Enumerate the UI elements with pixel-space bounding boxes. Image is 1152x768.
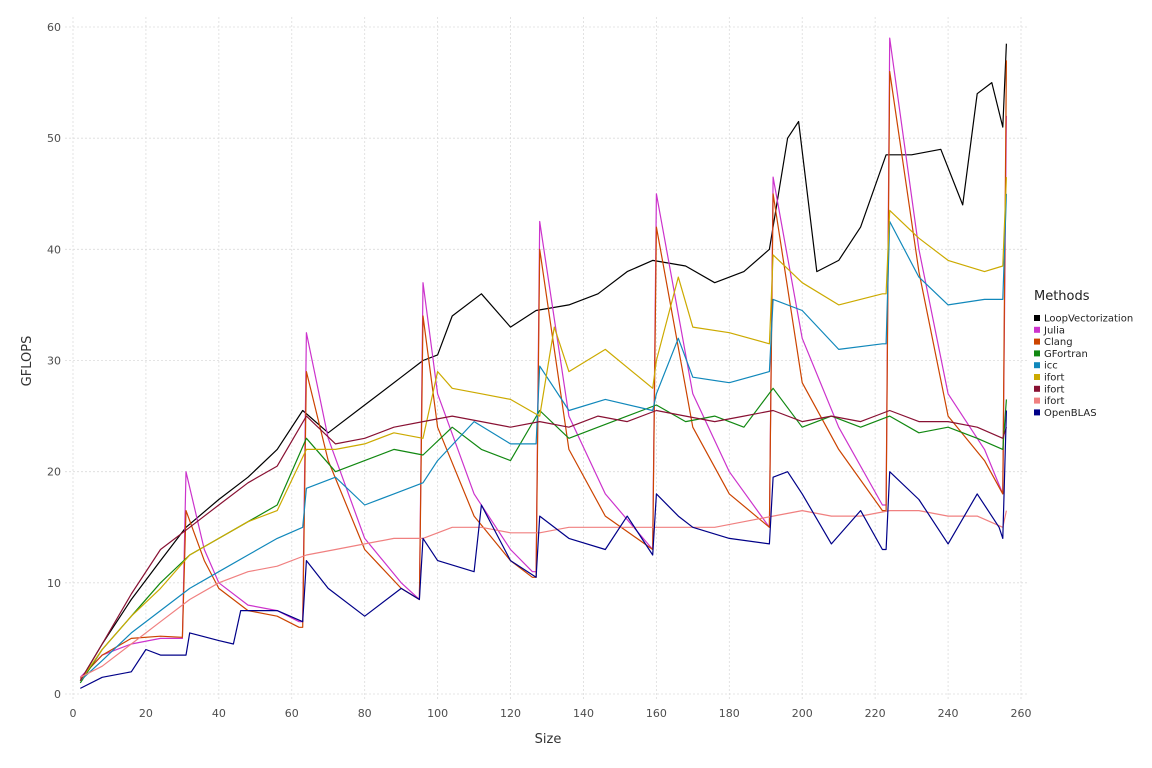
x-tick-label: 120 bbox=[500, 707, 521, 720]
y-tick-label: 60 bbox=[47, 21, 61, 34]
series-line-1 bbox=[79, 37, 1007, 678]
legend-label: LoopVectorization bbox=[1044, 314, 1133, 325]
legend-label: icc bbox=[1044, 361, 1058, 372]
legend: Methods LoopVectorizationJuliaClangGFort… bbox=[1034, 289, 1133, 419]
series-line-6 bbox=[79, 409, 1007, 682]
y-tick-label: 30 bbox=[47, 355, 61, 368]
x-tick-label: 180 bbox=[719, 707, 740, 720]
legend-swatch bbox=[1034, 397, 1040, 404]
x-axis-title: Size bbox=[535, 732, 562, 747]
x-tick-label: 200 bbox=[792, 707, 813, 720]
y-tick-label: 20 bbox=[47, 466, 61, 479]
legend-swatch bbox=[1034, 374, 1040, 380]
legend-label: Julia bbox=[1043, 325, 1065, 336]
legend-label: OpenBLAS bbox=[1044, 408, 1097, 419]
legend-title: Methods bbox=[1034, 289, 1090, 304]
series-lines bbox=[79, 37, 1008, 689]
x-tick-label: 220 bbox=[865, 707, 886, 720]
y-tick-label: 0 bbox=[54, 688, 61, 701]
legend-swatch bbox=[1034, 338, 1040, 345]
x-tick-label: 20 bbox=[139, 707, 153, 720]
x-tick-label: 60 bbox=[285, 707, 299, 720]
legend-label: ifort bbox=[1044, 384, 1065, 395]
x-tick-label: 80 bbox=[358, 707, 372, 720]
y-tick-label: 10 bbox=[47, 577, 61, 590]
x-tick-label: 240 bbox=[938, 707, 959, 720]
legend-label: GFortran bbox=[1044, 349, 1088, 360]
x-tick-label: 100 bbox=[427, 707, 448, 720]
legend-swatch bbox=[1034, 385, 1040, 392]
legend-swatch bbox=[1034, 362, 1040, 369]
y-tick-label: 40 bbox=[47, 243, 61, 256]
axis-ticks: 0 10 20 30 40 50 60 0 20 40 60 80 100 120 140 160 180 200… bbox=[47, 21, 1032, 720]
series-line-0 bbox=[79, 43, 1007, 682]
x-tick-label: 260 bbox=[1011, 707, 1032, 720]
legend-swatch bbox=[1034, 326, 1040, 333]
x-tick-label: 160 bbox=[646, 707, 667, 720]
series-line-4 bbox=[79, 193, 1007, 682]
y-tick-label: 50 bbox=[47, 132, 61, 145]
series-line-7 bbox=[80, 510, 1007, 678]
y-axis-title: GFLOPS bbox=[20, 336, 35, 387]
legend-swatch bbox=[1034, 315, 1040, 321]
legend-swatch bbox=[1034, 409, 1040, 416]
legend-label: Clang bbox=[1044, 337, 1073, 348]
x-tick-label: 40 bbox=[212, 707, 226, 720]
legend-label: ifort bbox=[1044, 373, 1065, 384]
series-line-5 bbox=[79, 177, 1007, 682]
x-tick-label: 140 bbox=[573, 707, 594, 720]
x-tick-label: 0 bbox=[70, 707, 77, 720]
series-line-8 bbox=[80, 410, 1007, 689]
legend-swatch bbox=[1034, 350, 1040, 357]
legend-label: ifort bbox=[1044, 396, 1065, 407]
grid-lines bbox=[65, 17, 1029, 700]
